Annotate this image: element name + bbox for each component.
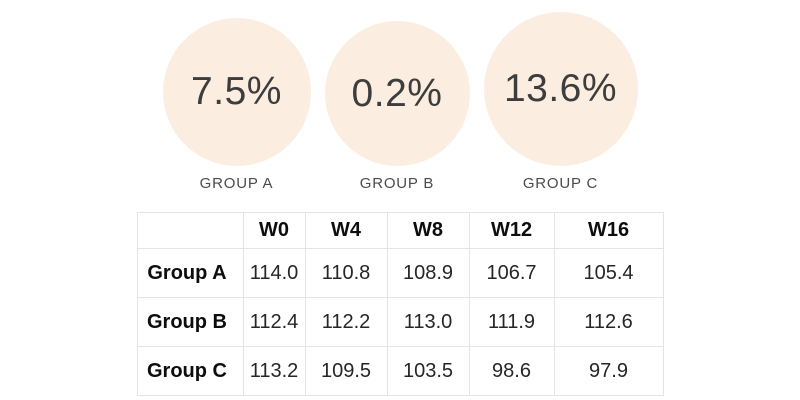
- stat-label-group-c: GROUP C: [522, 175, 599, 192]
- column-header-w12: W12: [468, 212, 555, 249]
- cell-group-a-w4: 110.8: [304, 248, 388, 298]
- cell-group-c-w4: 109.5: [304, 346, 388, 396]
- stat-value-group-a: 7.5%: [191, 70, 282, 113]
- table-row: Group A 114.0 110.8 108.9 106.7 105.4: [136, 248, 664, 298]
- cell-group-a-w0: 114.0: [242, 248, 306, 298]
- stat-value-group-b: 0.2%: [351, 71, 443, 115]
- cell-group-a-w12: 106.7: [468, 248, 555, 298]
- stat-circle-group-b: 0.2%: [324, 21, 470, 166]
- table-corner-cell: [136, 212, 244, 249]
- column-header-w4: W4: [304, 212, 388, 249]
- cell-group-b-w12: 111.9: [468, 297, 555, 347]
- cell-group-c-w8: 103.5: [386, 346, 470, 396]
- cell-group-a-w8: 108.9: [386, 248, 470, 298]
- stat-label-group-b: GROUP B: [359, 175, 435, 192]
- cell-group-b-w8: 113.0: [386, 297, 470, 347]
- row-header-group-a: Group A: [136, 248, 244, 298]
- table-header-row: W0 W4 W8 W12 W16: [136, 212, 664, 249]
- stat-group-c: 13.6% GROUP C: [483, 12, 638, 192]
- stat-circle-group-c: 13.6%: [483, 12, 638, 166]
- cell-group-c-w12: 98.6: [468, 346, 555, 396]
- stat-value-group-c: 13.6%: [503, 67, 618, 110]
- column-header-w16: W16: [553, 212, 664, 249]
- cell-group-b-w16: 112.6: [553, 297, 664, 347]
- cell-group-b-w4: 112.2: [304, 297, 388, 347]
- row-header-group-c: Group C: [136, 346, 244, 396]
- row-header-group-b: Group B: [136, 297, 244, 347]
- stat-group-b: 0.2% GROUP B: [324, 21, 470, 192]
- number-circles-row: 7.5% GROUP A 0.2% GROUP B 13.6% GROUP C: [0, 0, 800, 192]
- cell-group-a-w16: 105.4: [553, 248, 664, 298]
- weekly-values-table: W0 W4 W8 W12 W16 Group A 114.0 110.8 108…: [136, 212, 664, 396]
- stat-group-a: 7.5% GROUP A: [162, 18, 311, 192]
- stat-label-group-a: GROUP A: [199, 175, 274, 192]
- column-header-w8: W8: [386, 212, 470, 249]
- cell-group-c-w16: 97.9: [553, 346, 664, 396]
- table-row: Group C 113.2 109.5 103.5 98.6 97.9: [136, 346, 664, 396]
- stat-circle-group-a: 7.5%: [162, 18, 311, 166]
- cell-group-b-w0: 112.4: [242, 297, 306, 347]
- cell-group-c-w0: 113.2: [242, 346, 306, 396]
- column-header-w0: W0: [242, 212, 306, 249]
- table-row: Group B 112.4 112.2 113.0 111.9 112.6: [136, 297, 664, 347]
